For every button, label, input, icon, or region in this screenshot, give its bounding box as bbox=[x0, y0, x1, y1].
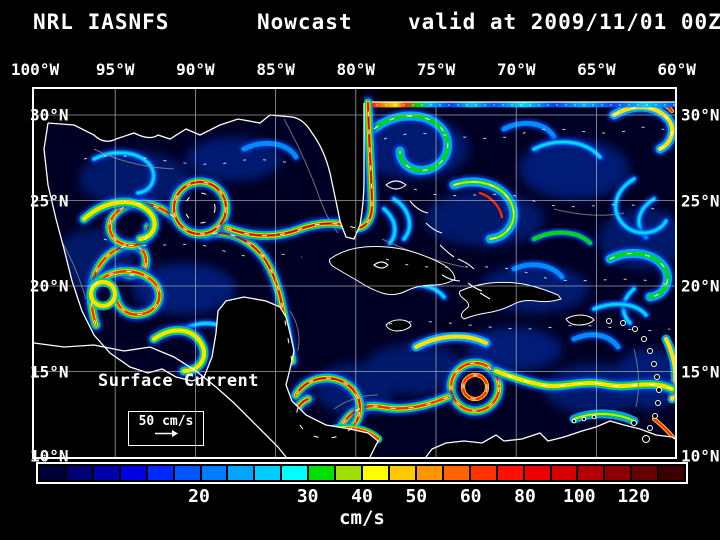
lat-tick-label: 20°N bbox=[30, 276, 69, 296]
lat-axis-right: 30°N 25°N 20°N 15°N 10°N bbox=[681, 0, 720, 540]
lat-tick-label: 15°N bbox=[30, 362, 69, 381]
lat-tick-label: 20°N bbox=[681, 276, 720, 296]
lon-tick-label: 65°W bbox=[577, 60, 616, 79]
colorbar-tick-label: 40 bbox=[351, 486, 373, 507]
island-cuba bbox=[330, 247, 456, 295]
colorbar-ticks: 20 30 40 50 60 80 100 120 bbox=[36, 486, 688, 508]
colorbar-cell bbox=[309, 466, 335, 480]
colorbar-cell bbox=[470, 466, 496, 480]
colorbar-cells bbox=[36, 462, 688, 484]
colorbar-cell bbox=[282, 466, 308, 480]
lat-axis-left: 30°N 25°N 20°N 15°N 10°N bbox=[0, 0, 69, 540]
legend-label: Surface Current bbox=[98, 371, 260, 391]
lat-tick-label: 25°N bbox=[30, 191, 69, 210]
island-jamaica bbox=[386, 320, 411, 331]
lat-tick-label: 10°N bbox=[30, 446, 69, 466]
colorbar-cell bbox=[66, 466, 92, 480]
lat-tick-label: 30°N bbox=[681, 105, 720, 125]
colorbar-cell bbox=[443, 466, 469, 480]
colorbar-cell bbox=[605, 466, 631, 480]
lat-tick-label: 30°N bbox=[30, 105, 69, 125]
colorbar-cell bbox=[659, 466, 685, 480]
valid-time: valid at 2009/11/01 00Z bbox=[408, 10, 720, 34]
lon-tick-label: 100°W bbox=[10, 60, 60, 79]
colorbar-tick-label: 50 bbox=[405, 486, 428, 507]
colorbar-cell bbox=[255, 466, 281, 480]
colorbar-units: cm/s bbox=[339, 507, 385, 529]
lon-tick-label: 60°W bbox=[657, 60, 696, 79]
reference-vector-box: 50 cm/s bbox=[128, 411, 204, 446]
lon-tick-label: 90°W bbox=[176, 60, 215, 79]
colorbar-cell bbox=[40, 466, 65, 480]
colorbar-cell bbox=[228, 466, 254, 480]
colorbar-cell bbox=[497, 466, 523, 480]
pacific-coastline bbox=[34, 343, 286, 457]
colorbar-cell bbox=[147, 466, 173, 480]
reference-vector-value: 50 cm/s bbox=[138, 414, 194, 429]
lon-tick-label: 95°W bbox=[95, 60, 135, 79]
map-frame bbox=[32, 87, 677, 459]
lon-tick-label: 80°W bbox=[336, 60, 376, 79]
lon-tick-label: 85°W bbox=[256, 60, 295, 79]
scale-arrow-icon bbox=[153, 430, 178, 437]
model-name: NRL IASNFS bbox=[33, 10, 170, 34]
colorbar-cell bbox=[363, 466, 388, 480]
colorbar-cell bbox=[416, 466, 442, 480]
colorbar-cell bbox=[632, 466, 658, 480]
colorbar-cell bbox=[174, 466, 200, 480]
island-hispaniola bbox=[460, 282, 562, 319]
colorbar-tick-label: 100 bbox=[563, 486, 596, 507]
colorbar-cell bbox=[120, 466, 146, 480]
island-puerto-rico bbox=[566, 315, 594, 325]
colorbar-tick-label: 60 bbox=[459, 486, 482, 507]
colorbar-cell bbox=[578, 466, 604, 480]
lat-tick-label: 25°N bbox=[681, 191, 720, 210]
current-speed-map bbox=[34, 89, 675, 457]
colorbar-tick-label: 30 bbox=[296, 486, 319, 507]
lat-tick-label: 10°N bbox=[681, 446, 720, 466]
island-arc-lesser-antilles bbox=[572, 319, 661, 443]
model-domain-boundary bbox=[372, 89, 675, 108]
lon-tick-label: 75°W bbox=[416, 60, 456, 79]
lon-tick-label: 70°W bbox=[496, 60, 536, 79]
colorbar-tick-label: 80 bbox=[514, 486, 536, 507]
colorbar-cell bbox=[551, 466, 577, 480]
graticule bbox=[34, 89, 675, 457]
colorbar-cell bbox=[524, 466, 550, 480]
land-mask bbox=[34, 89, 675, 457]
colorbar-cell bbox=[336, 466, 362, 480]
island-group-bahamas bbox=[374, 181, 490, 299]
lon-axis: 100°W 95°W 90°W 85°W 80°W 75°W 70°W 65°W 60°W bbox=[0, 60, 720, 84]
lat-tick-label: 15°N bbox=[681, 362, 720, 381]
colorbar-tick-label: 120 bbox=[617, 486, 650, 507]
colorbar-cell bbox=[93, 466, 119, 480]
run-type: Nowcast bbox=[257, 10, 353, 34]
colorbar-cell bbox=[201, 466, 227, 480]
colorbar-cell bbox=[389, 466, 415, 480]
colorbar-tick-label: 20 bbox=[188, 486, 210, 507]
south-america-coastline bbox=[426, 421, 675, 457]
